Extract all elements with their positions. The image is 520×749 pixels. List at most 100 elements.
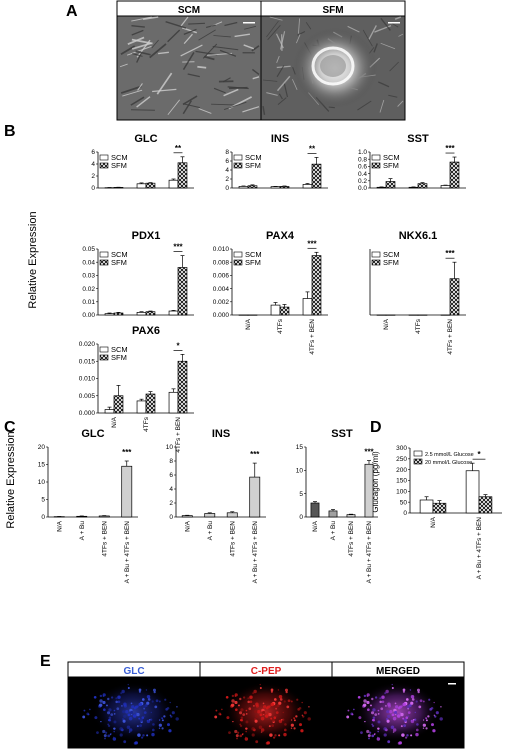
cell-streak [213, 87, 226, 94]
bar [104, 313, 115, 316]
fluor-speckle [130, 702, 133, 705]
fluor-speckle [239, 724, 243, 728]
fluor-speckle [234, 729, 238, 734]
legend-label: SCM [111, 250, 128, 259]
fluor-speckle [372, 719, 376, 722]
cell-streak [142, 16, 159, 21]
fluor-speckle [169, 701, 171, 704]
fluor-speckle [119, 727, 123, 731]
panel-d-y-axis-title: Glucagon (pg/ml) [371, 451, 380, 513]
fluor-speckle [257, 709, 261, 714]
fluor-speckle [279, 698, 283, 701]
fluor-speckle [260, 731, 263, 733]
fluor-speckle [253, 705, 255, 707]
scm-micrograph [117, 16, 261, 120]
cell-streak [182, 52, 195, 71]
cell-streak [182, 95, 198, 106]
bar [145, 182, 156, 189]
fluor-speckle [249, 695, 253, 699]
fluor-speckle [105, 731, 108, 734]
fluor-speckle [138, 688, 142, 692]
fluor-speckle [385, 705, 387, 707]
fluor-speckle [122, 719, 126, 723]
x-tick-label: 4TFs + BEN [101, 521, 108, 557]
legend-swatch [371, 251, 381, 258]
bar [417, 183, 428, 189]
cell-streak [262, 79, 278, 82]
cell-streak [131, 16, 152, 22]
fluor-speckle [239, 711, 243, 715]
chart-d: 0 50 100 150 200 250 300 * N/A A + Bu + 4TFs + BE… [396, 445, 502, 579]
chart-title: PDX1 [132, 230, 161, 242]
fluor-speckle [136, 712, 140, 717]
cell-streak [368, 25, 377, 40]
y-tick-label: 0.010 [79, 376, 96, 383]
fluor-speckle [283, 700, 286, 703]
fluor-speckle [270, 702, 275, 707]
fluor-speckle [134, 705, 138, 709]
fluor-speckle [260, 728, 265, 732]
fluor-speckle [262, 710, 266, 714]
fluor-speckle [308, 706, 310, 708]
fluor-speckle [297, 708, 300, 711]
fluor-speckle [150, 711, 152, 714]
fluor-speckle [137, 733, 141, 737]
fluor-speckle [410, 719, 415, 724]
fluor-speckle [102, 695, 105, 697]
cell-streak [276, 75, 291, 92]
fluor-speckle [352, 708, 355, 711]
bar [440, 185, 451, 189]
y-tick-label: 20 [38, 444, 46, 451]
fluor-speckle [372, 708, 376, 712]
legend-label: SFM [383, 258, 399, 267]
x-tick-label: A + Bu + 4TFs + BEN [366, 521, 373, 584]
fluor-speckle [381, 700, 385, 704]
scale-bar-scm [243, 22, 255, 24]
fluor-speckle [377, 709, 380, 712]
fluor-speckle [367, 734, 371, 738]
fluor-speckle [406, 698, 409, 701]
fluor-speckle [425, 727, 428, 730]
fluor-speckle [358, 716, 362, 720]
fluor-speckle [391, 687, 394, 690]
fluor-speckle [83, 709, 86, 712]
fluor-speckle [166, 723, 170, 727]
fluor-speckle [371, 711, 375, 715]
fluor-speckle [293, 727, 296, 730]
x-tick-label: N/A [111, 416, 118, 428]
fluor-speckle [351, 713, 354, 716]
x-tick-label: N/A [184, 520, 191, 532]
fluor-speckle [122, 710, 126, 714]
fluor-speckle [370, 704, 372, 707]
chart-title: SST [407, 133, 429, 145]
fluor-speckle [432, 729, 436, 733]
fluor-speckle [145, 689, 148, 691]
fluor-speckle [234, 700, 238, 705]
bar [432, 502, 447, 514]
cell-streak [227, 86, 249, 90]
fluor-speckle [415, 728, 419, 732]
y-tick-label: 5 [299, 491, 303, 498]
fluor-speckle [267, 712, 270, 714]
fluor-speckle [123, 702, 127, 707]
y-tick-label: 0 [403, 510, 407, 517]
fluor-speckle [240, 719, 244, 722]
legend-label: SFM [245, 258, 261, 267]
fluor-speckle [132, 714, 137, 718]
bar [136, 312, 147, 316]
fluor-speckle [414, 711, 416, 714]
fluor-speckle [142, 698, 145, 701]
fluor-speckle [372, 716, 376, 720]
bar [385, 181, 396, 189]
legend-swatch [371, 259, 381, 266]
legend-label: SFM [111, 161, 127, 170]
fluor-speckle [430, 723, 434, 727]
fluor-speckle [132, 713, 134, 715]
cell-streak [243, 44, 255, 50]
bar [279, 186, 290, 189]
fluor-speckle [419, 699, 423, 703]
y-tick-label: 0 [225, 185, 229, 192]
fluor-speckle [275, 711, 279, 714]
fluor-speckle [108, 708, 112, 712]
fluor-speckle [377, 730, 380, 733]
